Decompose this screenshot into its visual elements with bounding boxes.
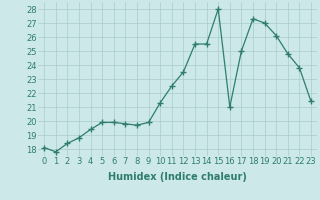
X-axis label: Humidex (Indice chaleur): Humidex (Indice chaleur) bbox=[108, 172, 247, 182]
